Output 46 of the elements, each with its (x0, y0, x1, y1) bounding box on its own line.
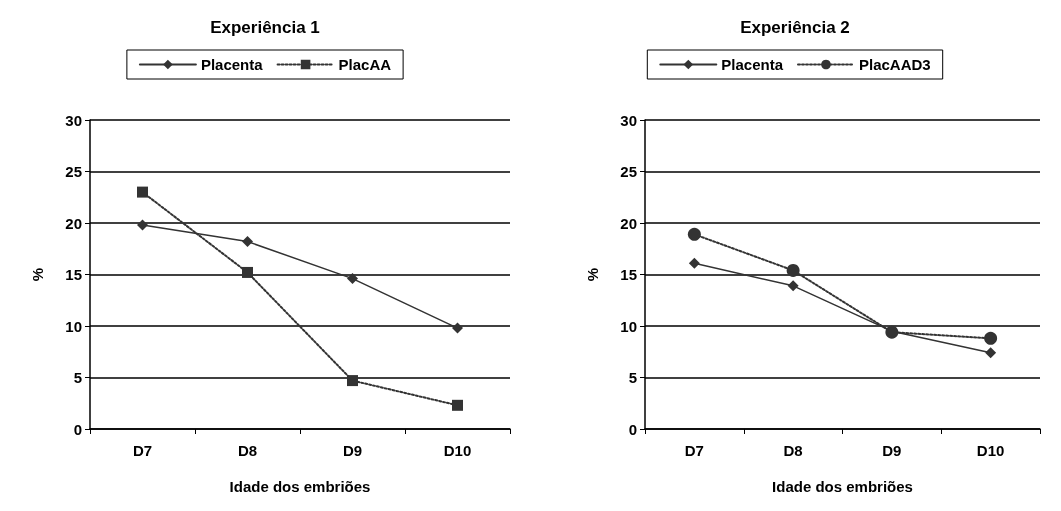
point (347, 375, 358, 387)
y-tick-label: 10 (620, 317, 637, 335)
point (688, 257, 700, 269)
x-tick-label: D8 (783, 442, 803, 459)
x-axis-title: Idade dos embriões (772, 478, 913, 495)
x-tick-label: D9 (882, 442, 902, 459)
point (687, 227, 701, 241)
point (452, 399, 463, 411)
legend-label: Placenta (721, 56, 784, 73)
y-tick-label: 20 (620, 214, 637, 232)
chart-title: Experiência 2 (740, 18, 850, 37)
point (984, 331, 998, 345)
point (786, 263, 800, 277)
x-tick-label: D10 (443, 442, 472, 459)
point (137, 219, 148, 231)
point (452, 322, 463, 334)
y-axis-title: % (584, 267, 601, 282)
legend-label: PlacAA (338, 56, 392, 73)
x-axis-title: Idade dos embriões (229, 478, 371, 495)
point (787, 280, 799, 292)
point (985, 347, 997, 359)
y-tick-label: 5 (73, 369, 82, 386)
y-tick-label: 0 (73, 420, 82, 438)
point (137, 186, 148, 198)
legend-label: Placenta (200, 56, 264, 73)
point (242, 236, 253, 248)
point (347, 273, 358, 285)
y-tick-label: 15 (620, 266, 637, 283)
y-tick-label: 25 (620, 163, 637, 180)
y-tick-label: 25 (65, 163, 82, 180)
x-tick-label: D9 (342, 442, 363, 459)
legend-label: PlacAAD3 (859, 56, 931, 73)
y-tick-label: 0 (628, 420, 637, 438)
x-tick-label: D8 (237, 442, 258, 459)
x-tick-label: D7 (132, 442, 153, 459)
x-tick-label: D7 (684, 442, 704, 459)
y-tick-label: 5 (628, 369, 637, 386)
y-tick-label: 30 (65, 111, 82, 129)
y-tick-label: 30 (620, 111, 637, 129)
y-tick-label: 15 (65, 266, 82, 283)
y-tick-label: 10 (65, 317, 82, 335)
x-tick-label: D10 (976, 442, 1005, 459)
y-axis-title: % (29, 267, 46, 282)
chart-title: Experiência 1 (210, 18, 320, 37)
y-tick-label: 20 (65, 214, 82, 232)
point (242, 266, 253, 278)
